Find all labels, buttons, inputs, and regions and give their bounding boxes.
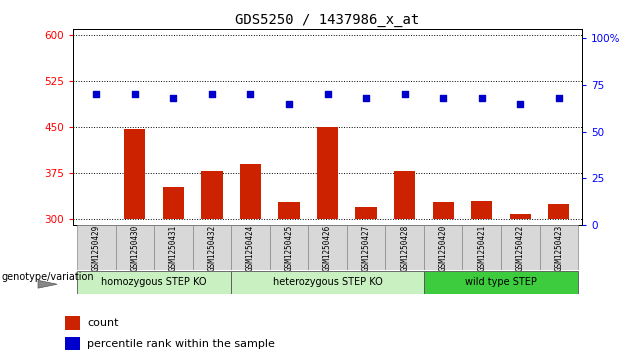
Bar <box>116 225 154 270</box>
Text: GSM1250425: GSM1250425 <box>284 225 293 271</box>
Bar <box>124 129 146 219</box>
Point <box>554 95 564 101</box>
Bar <box>548 204 569 219</box>
Point <box>515 101 525 107</box>
Bar <box>231 225 270 270</box>
Bar <box>509 214 531 219</box>
Bar <box>163 187 184 219</box>
Bar <box>424 225 462 270</box>
Text: GSM1250432: GSM1250432 <box>207 225 216 271</box>
Bar <box>231 271 424 294</box>
Point <box>399 91 410 97</box>
Text: GSM1250422: GSM1250422 <box>516 225 525 271</box>
Bar <box>193 225 231 270</box>
Bar <box>432 203 453 219</box>
Text: GSM1250430: GSM1250430 <box>130 225 139 271</box>
Text: homozygous STEP KO: homozygous STEP KO <box>101 277 207 287</box>
Bar <box>317 127 338 219</box>
Bar <box>77 225 116 270</box>
Bar <box>279 203 300 219</box>
Point <box>438 95 448 101</box>
Point <box>322 91 333 97</box>
Text: GSM1250426: GSM1250426 <box>323 225 332 271</box>
Bar <box>270 225 308 270</box>
Bar <box>202 171 223 219</box>
Bar <box>77 271 231 294</box>
Bar <box>347 225 385 270</box>
Text: GSM1250427: GSM1250427 <box>362 225 371 271</box>
Bar <box>394 171 415 219</box>
Text: heterozygous STEP KO: heterozygous STEP KO <box>273 277 382 287</box>
Bar <box>154 225 193 270</box>
Point <box>169 95 179 101</box>
Text: percentile rank within the sample: percentile rank within the sample <box>87 339 275 348</box>
Text: GSM1250421: GSM1250421 <box>477 225 486 271</box>
Text: genotype/variation: genotype/variation <box>1 272 94 282</box>
Bar <box>308 225 347 270</box>
Text: wild type STEP: wild type STEP <box>465 277 537 287</box>
Point <box>361 95 371 101</box>
Bar <box>385 225 424 270</box>
Polygon shape <box>38 280 57 288</box>
Bar <box>471 200 492 219</box>
Bar <box>66 316 81 330</box>
Text: count: count <box>87 318 118 328</box>
Point <box>245 91 256 97</box>
Bar <box>356 207 377 219</box>
Point <box>91 91 101 97</box>
Point <box>130 91 140 97</box>
Bar <box>240 164 261 219</box>
Point <box>284 101 294 107</box>
Bar <box>424 271 578 294</box>
Point <box>207 91 217 97</box>
Point <box>476 95 487 101</box>
Text: GSM1250424: GSM1250424 <box>246 225 255 271</box>
Title: GDS5250 / 1437986_x_at: GDS5250 / 1437986_x_at <box>235 13 420 26</box>
Bar <box>66 337 81 351</box>
Bar <box>539 225 578 270</box>
Bar <box>501 225 539 270</box>
Text: GSM1250429: GSM1250429 <box>92 225 100 271</box>
Text: GSM1250428: GSM1250428 <box>400 225 409 271</box>
Text: GSM1250420: GSM1250420 <box>439 225 448 271</box>
Text: GSM1250423: GSM1250423 <box>555 225 563 271</box>
Text: GSM1250431: GSM1250431 <box>169 225 178 271</box>
Bar <box>462 225 501 270</box>
